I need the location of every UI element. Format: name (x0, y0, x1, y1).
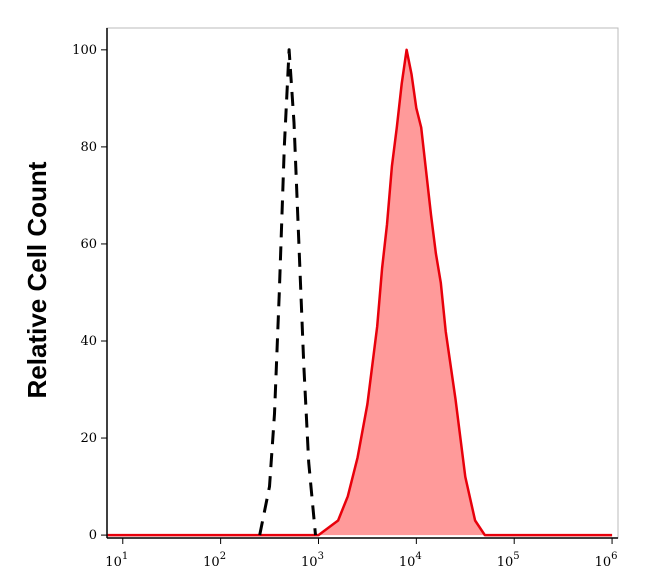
y-axis-label: Relative Cell Count (22, 161, 52, 398)
y-tick-label: 20 (80, 431, 97, 446)
x-tick-exponent: 1 (122, 551, 128, 562)
area (107, 49, 613, 536)
line (258, 48, 317, 536)
x-tick-exponent: 6 (611, 551, 617, 562)
x-tick-exponent: 4 (415, 551, 421, 562)
y-tick-label: 100 (72, 43, 97, 58)
x-tick-base: 10 (203, 555, 220, 570)
y-tick-label: 0 (89, 528, 97, 543)
y-tick-label: 60 (80, 237, 97, 252)
x-tick-exponent: 5 (513, 551, 519, 562)
x-tick-base: 10 (399, 555, 416, 570)
y-tick-label: 40 (80, 334, 97, 349)
x-tick-base: 10 (105, 555, 122, 570)
x-tick-base: 10 (497, 555, 514, 570)
x-tick-base: 10 (301, 555, 318, 570)
x-tick-label: 101 (105, 551, 128, 570)
line (107, 48, 613, 537)
x-tick-exponent: 2 (220, 551, 226, 562)
x-tick-label: 103 (301, 551, 324, 570)
x-tick-exponent: 3 (318, 551, 324, 562)
y-tick-label: 80 (80, 140, 97, 155)
x-tick-label: 102 (203, 551, 226, 570)
x-tick-label: 106 (595, 551, 618, 570)
x-tick-label: 105 (497, 551, 520, 570)
x-tick-base: 10 (595, 555, 612, 570)
x-tick-label: 104 (399, 551, 422, 570)
